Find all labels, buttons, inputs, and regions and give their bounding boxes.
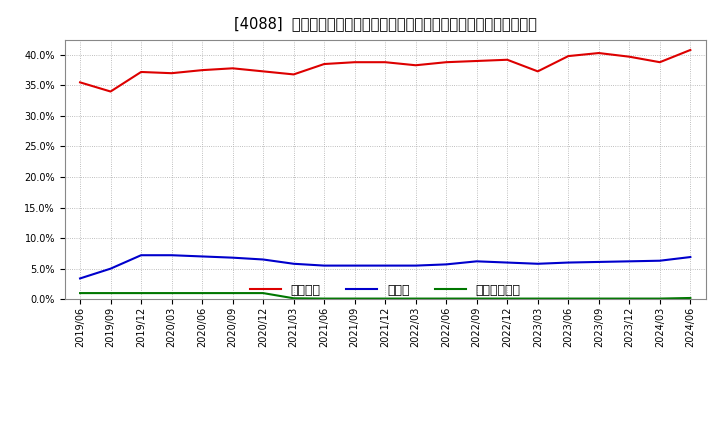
- 自己資本: [258, 69, 267, 74]
- 繰延税金資産: [625, 296, 634, 301]
- のれん: [258, 257, 267, 262]
- 自己資本: [137, 70, 145, 75]
- 繰延税金資産: [655, 296, 664, 301]
- Line: のれん: のれん: [80, 255, 690, 279]
- のれん: [655, 258, 664, 264]
- 自己資本: [625, 54, 634, 59]
- のれん: [137, 253, 145, 258]
- 自己資本: [472, 59, 481, 64]
- のれん: [411, 263, 420, 268]
- のれん: [595, 259, 603, 264]
- 自己資本: [564, 53, 572, 59]
- Title: [4088]  自己資本、のれん、繰延税金資産の総資産に対する比率の推移: [4088] 自己資本、のれん、繰延税金資産の総資産に対する比率の推移: [234, 16, 536, 32]
- 自己資本: [381, 59, 390, 65]
- Line: 繰延税金資産: 繰延税金資産: [80, 293, 690, 299]
- のれん: [320, 263, 328, 268]
- 自己資本: [228, 66, 237, 71]
- のれん: [289, 261, 298, 266]
- 繰延税金資産: [595, 296, 603, 301]
- のれん: [351, 263, 359, 268]
- のれん: [167, 253, 176, 258]
- 繰延税金資産: [228, 290, 237, 296]
- 繰延税金資産: [442, 296, 451, 301]
- 繰延税金資産: [107, 290, 115, 296]
- 繰延税金資産: [289, 296, 298, 301]
- のれん: [534, 261, 542, 266]
- 自己資本: [107, 89, 115, 94]
- のれん: [442, 262, 451, 267]
- のれん: [564, 260, 572, 265]
- 繰延税金資産: [411, 296, 420, 301]
- Line: 自己資本: 自己資本: [80, 50, 690, 92]
- 繰延税金資産: [686, 295, 695, 301]
- のれん: [198, 254, 207, 259]
- 繰延税金資産: [351, 296, 359, 301]
- 繰延税金資産: [137, 290, 145, 296]
- 自己資本: [686, 48, 695, 53]
- のれん: [76, 276, 84, 281]
- 自己資本: [655, 59, 664, 65]
- のれん: [686, 254, 695, 260]
- 自己資本: [76, 80, 84, 85]
- 繰延税金資産: [381, 296, 390, 301]
- 自己資本: [289, 72, 298, 77]
- 自己資本: [351, 59, 359, 65]
- 繰延税金資産: [320, 296, 328, 301]
- のれん: [625, 259, 634, 264]
- 繰延税金資産: [503, 296, 512, 301]
- のれん: [107, 266, 115, 271]
- 自己資本: [595, 51, 603, 56]
- 自己資本: [534, 69, 542, 74]
- 繰延税金資産: [534, 296, 542, 301]
- 自己資本: [503, 57, 512, 62]
- のれん: [472, 259, 481, 264]
- 自己資本: [167, 70, 176, 76]
- 繰延税金資産: [258, 290, 267, 296]
- 自己資本: [198, 67, 207, 73]
- Legend: 自己資本, のれん, 繰延税金資産: 自己資本, のれん, 繰延税金資産: [245, 279, 526, 302]
- 繰延税金資産: [76, 290, 84, 296]
- 自己資本: [411, 62, 420, 68]
- 繰延税金資産: [564, 296, 572, 301]
- 自己資本: [442, 59, 451, 65]
- のれん: [381, 263, 390, 268]
- のれん: [503, 260, 512, 265]
- 繰延税金資産: [198, 290, 207, 296]
- 繰延税金資産: [472, 296, 481, 301]
- のれん: [228, 255, 237, 260]
- 繰延税金資産: [167, 290, 176, 296]
- 自己資本: [320, 62, 328, 67]
